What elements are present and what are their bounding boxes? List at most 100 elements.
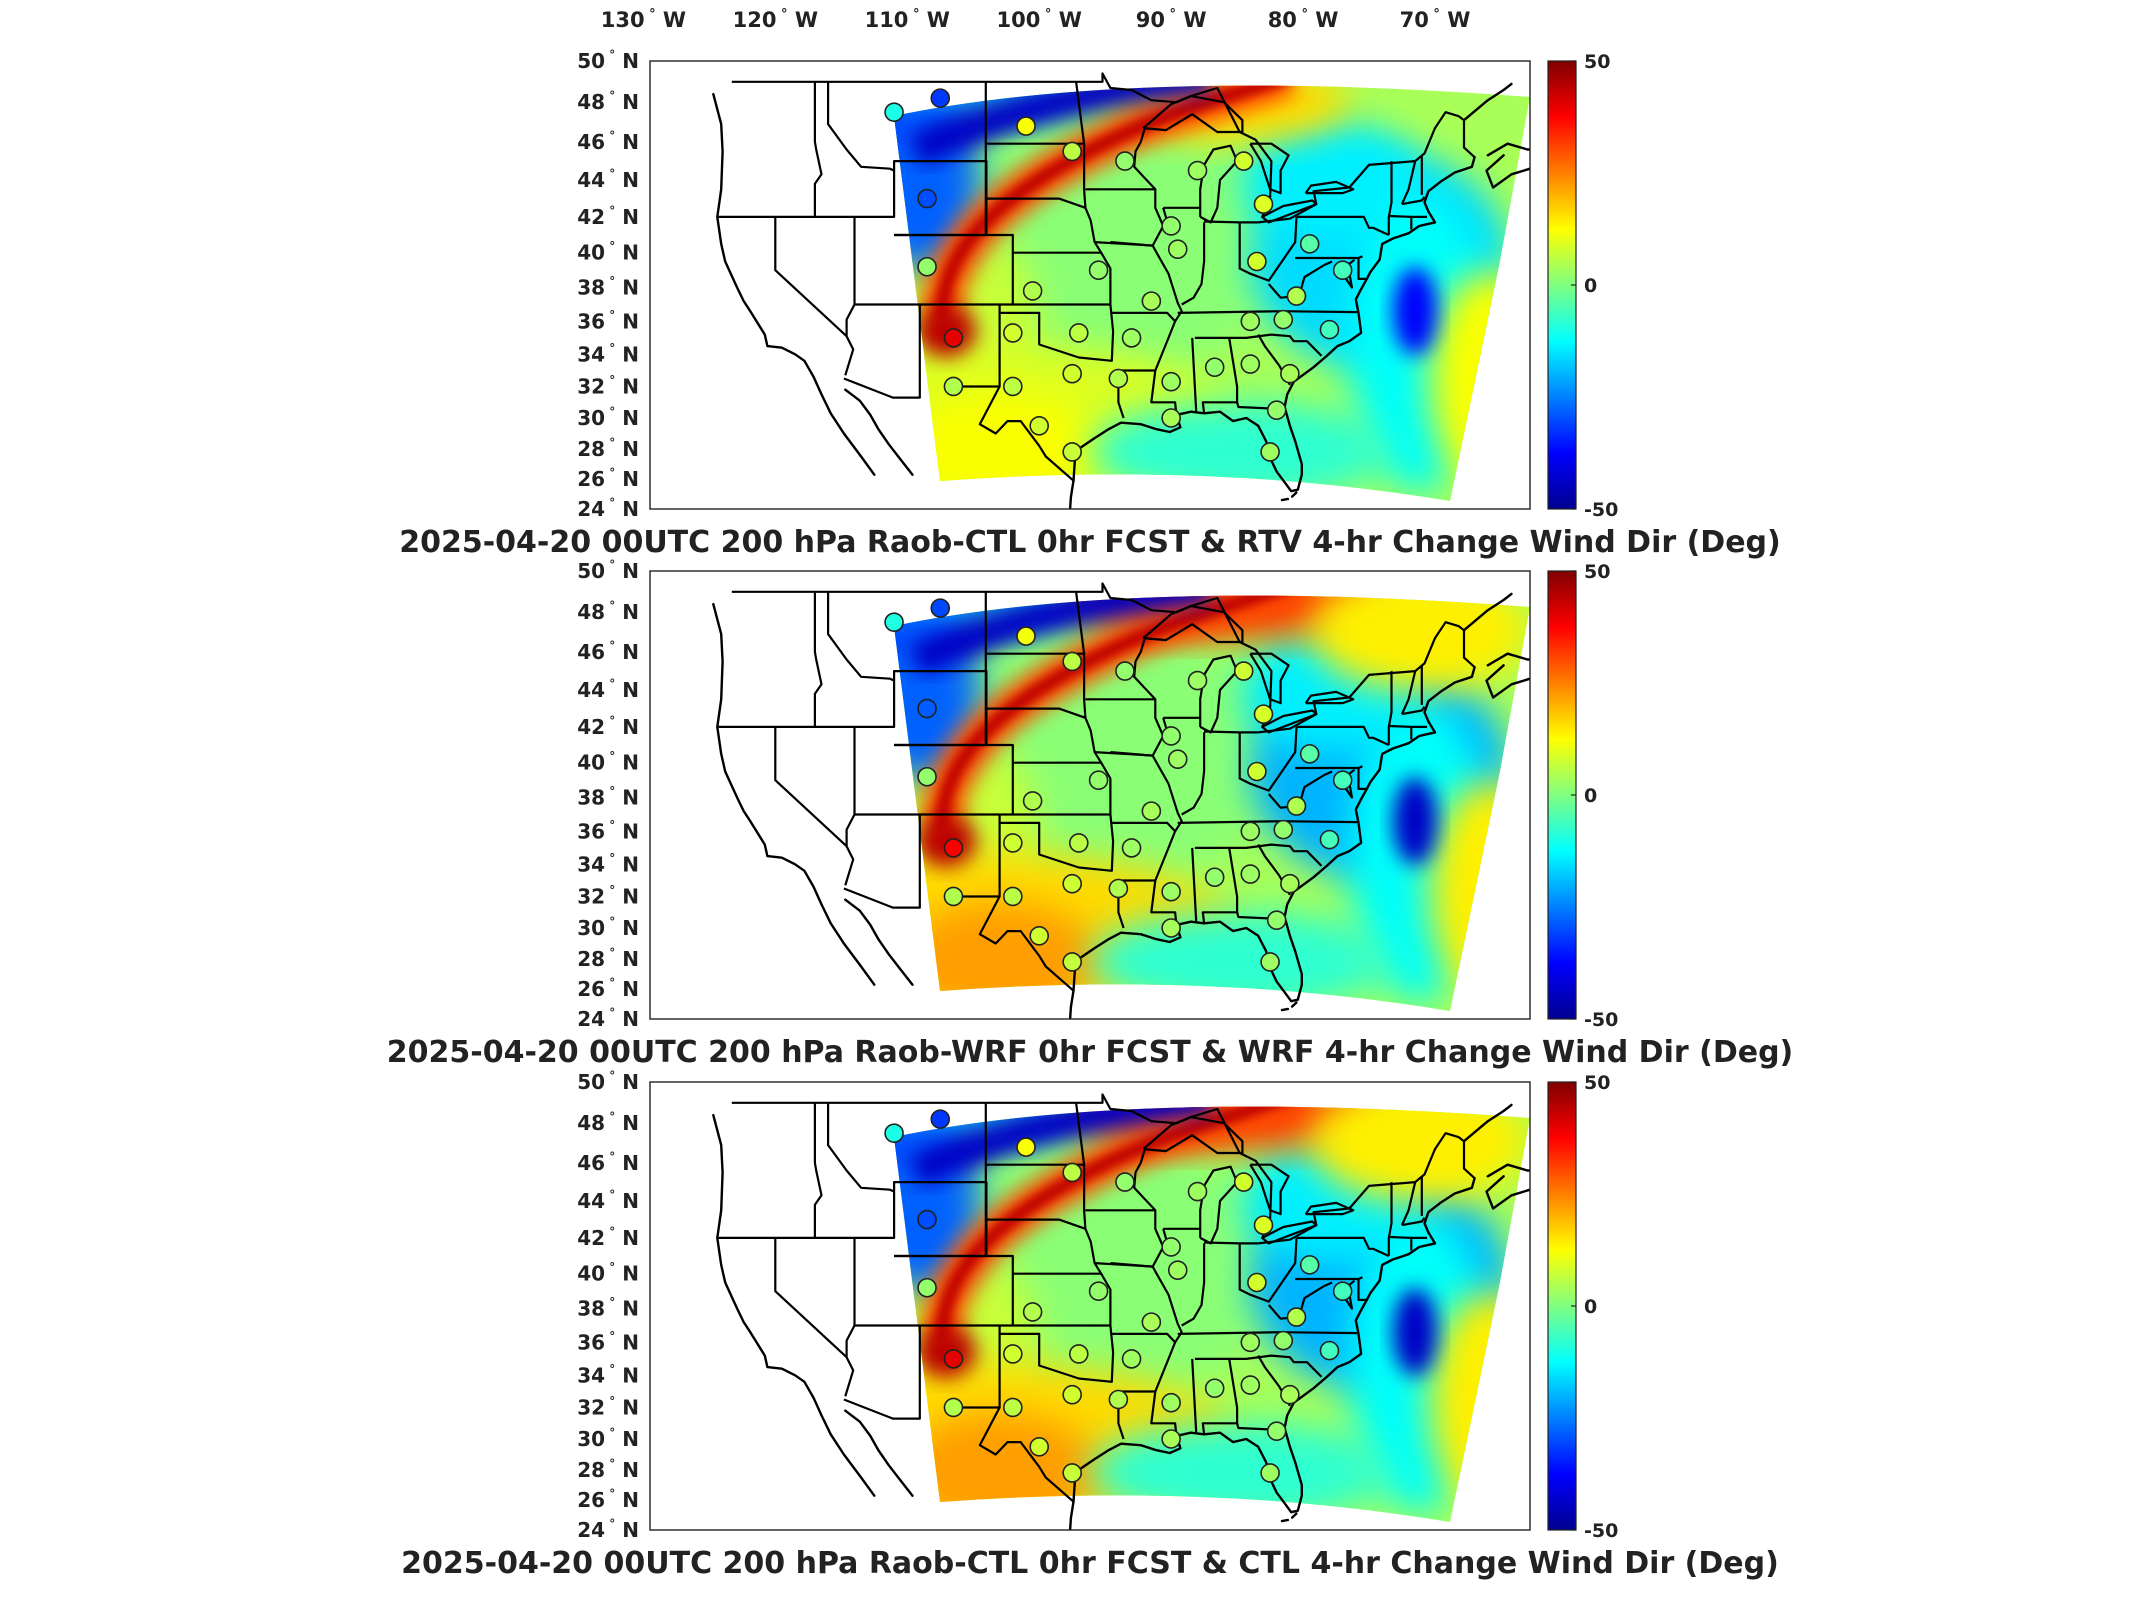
- raob-station-marker: [943, 328, 964, 348]
- raob-station-marker: [1088, 260, 1109, 281]
- raob-station-marker: [1161, 918, 1181, 938]
- colorbar-tick-label: 50: [1584, 51, 1610, 73]
- raob-stations: [884, 1109, 1353, 1483]
- raob-station-marker: [1003, 833, 1023, 853]
- raob-station-marker: [1233, 661, 1254, 681]
- lat-tick-label: 32 ° N: [577, 373, 639, 398]
- raob-station-marker: [1115, 661, 1135, 681]
- raob-station-marker: [1003, 323, 1023, 343]
- map-frame: [649, 1081, 1531, 1531]
- lat-tick-label: 26 ° N: [577, 466, 639, 491]
- raob-station-marker: [1286, 286, 1307, 306]
- raob-station-marker: [1121, 838, 1142, 858]
- colorbar-tick-label: 0: [1584, 1296, 1597, 1318]
- raob-station-marker: [1161, 726, 1181, 746]
- raob-station-marker: [1062, 1463, 1082, 1483]
- colorbar-tick-label: 0: [1584, 785, 1597, 807]
- raob-station-marker: [1003, 1397, 1023, 1418]
- raob-station-marker: [1240, 311, 1261, 332]
- raob-station-marker: [1299, 744, 1320, 764]
- colorbar-tick-label: -50: [1584, 1009, 1618, 1031]
- lat-tick-label: 32 ° N: [577, 883, 639, 908]
- raob-station-marker: [1332, 770, 1353, 791]
- panel-title: 2025-04-20 00UTC 200 hPa Raob-CTL 0hr FC…: [399, 525, 1781, 560]
- raob-station-marker: [1280, 873, 1300, 894]
- raob-station-marker: [1247, 1272, 1267, 1293]
- raob-station-marker: [1161, 408, 1181, 428]
- raob-station-marker: [943, 886, 964, 907]
- map-frame: [649, 570, 1531, 1020]
- raob-station-marker: [1247, 761, 1267, 782]
- raob-station-marker: [1260, 1463, 1280, 1483]
- raob-station-marker: [930, 88, 951, 108]
- raob-station-marker: [1266, 910, 1287, 930]
- raob-station-marker: [1167, 239, 1188, 259]
- wind-direction-change-field: [894, 595, 1530, 1011]
- raob-station-marker: [1062, 442, 1082, 462]
- lat-tick-label: 42 ° N: [577, 204, 639, 229]
- lat-tick-label: 24 ° N: [577, 1006, 639, 1031]
- raob-station-marker: [1253, 704, 1274, 724]
- lat-tick-label: 46 ° N: [577, 639, 639, 664]
- raob-station-marker: [1016, 1137, 1036, 1157]
- lon-tick-label: 70 ° W: [1400, 7, 1471, 32]
- raob-station-marker: [1029, 925, 1050, 946]
- lat-tick-label: 48 ° N: [577, 1110, 639, 1135]
- raob-station-marker: [1022, 1302, 1043, 1322]
- lat-tick-label: 32 ° N: [577, 1394, 639, 1419]
- raob-station-marker: [1141, 1312, 1162, 1332]
- panel-title: 2025-04-20 00UTC 200 hPa Raob-CTL 0hr FC…: [401, 1546, 1779, 1581]
- lat-tick-label: 44 ° N: [577, 167, 639, 192]
- map-outlines: [712, 1093, 1530, 1530]
- raob-station-marker: [1062, 1162, 1082, 1183]
- lat-tick-label: 38 ° N: [577, 784, 639, 809]
- raob-station-marker: [884, 1123, 904, 1144]
- raob-station-marker: [1141, 801, 1162, 821]
- lat-tick-label: 42 ° N: [577, 714, 639, 739]
- lat-tick-label: 28 ° N: [577, 1457, 639, 1482]
- raob-station-marker: [1273, 309, 1294, 330]
- longitude-axis: 130 ° W 120 ° W 110 ° W 100 ° W 90 ° W 80 ° W…: [601, 7, 1471, 32]
- raob-station-marker: [917, 1209, 937, 1230]
- raob-station-marker: [1115, 1172, 1135, 1192]
- wind-direction-change-field: [894, 85, 1530, 501]
- colorbar-tick-label: 0: [1584, 275, 1597, 297]
- raob-station-marker: [917, 188, 937, 209]
- raob-stations: [884, 88, 1353, 462]
- raob-station-marker: [1204, 867, 1225, 888]
- lat-tick-label: 44 ° N: [577, 1188, 639, 1213]
- raob-station-marker: [1167, 749, 1188, 769]
- lat-tick-label: 28 ° N: [577, 946, 639, 971]
- lat-tick-label: 26 ° N: [577, 976, 639, 1001]
- lat-tick-label: 50 ° N: [577, 1069, 639, 1094]
- lat-tick-label: 50 ° N: [577, 48, 639, 73]
- raob-station-marker: [1187, 670, 1208, 691]
- raob-station-marker: [1319, 319, 1340, 340]
- raob-station-marker: [1062, 363, 1082, 384]
- raob-station-marker: [1266, 400, 1287, 420]
- raob-stations: [884, 598, 1353, 972]
- raob-station-marker: [1253, 194, 1274, 214]
- raob-station-marker: [1161, 1237, 1181, 1257]
- lat-tick-label: 46 ° N: [577, 1150, 639, 1175]
- raob-station-marker: [1253, 1215, 1274, 1235]
- colorbar: 50 0 -50: [1547, 51, 1618, 521]
- raob-station-marker: [1332, 260, 1353, 281]
- lat-tick-label: 50 ° N: [577, 558, 639, 583]
- lon-tick-label: 90 ° W: [1136, 7, 1207, 32]
- raob-station-marker: [1233, 151, 1254, 171]
- raob-station-marker: [1141, 291, 1162, 311]
- raob-station-marker: [1286, 1307, 1307, 1327]
- raob-station-marker: [1204, 357, 1225, 378]
- raob-station-marker: [1022, 791, 1043, 811]
- lat-tick-label: 44 ° N: [577, 677, 639, 702]
- raob-station-marker: [1088, 770, 1109, 791]
- raob-station-marker: [1068, 323, 1089, 343]
- raob-station-marker: [930, 1109, 951, 1129]
- lat-tick-label: 40 ° N: [577, 240, 639, 265]
- raob-station-marker: [1161, 881, 1181, 902]
- raob-station-marker: [884, 102, 904, 123]
- raob-station-marker: [1062, 141, 1082, 162]
- latitude-axis: 50 ° N 48 ° N 46 ° N 44 ° N 42 ° N 40 ° N 38 °…: [577, 48, 639, 521]
- map-panel-1: 50 ° N 48 ° N 46 ° N 44 ° N 42 ° N 40 ° N 38 °…: [399, 48, 1781, 560]
